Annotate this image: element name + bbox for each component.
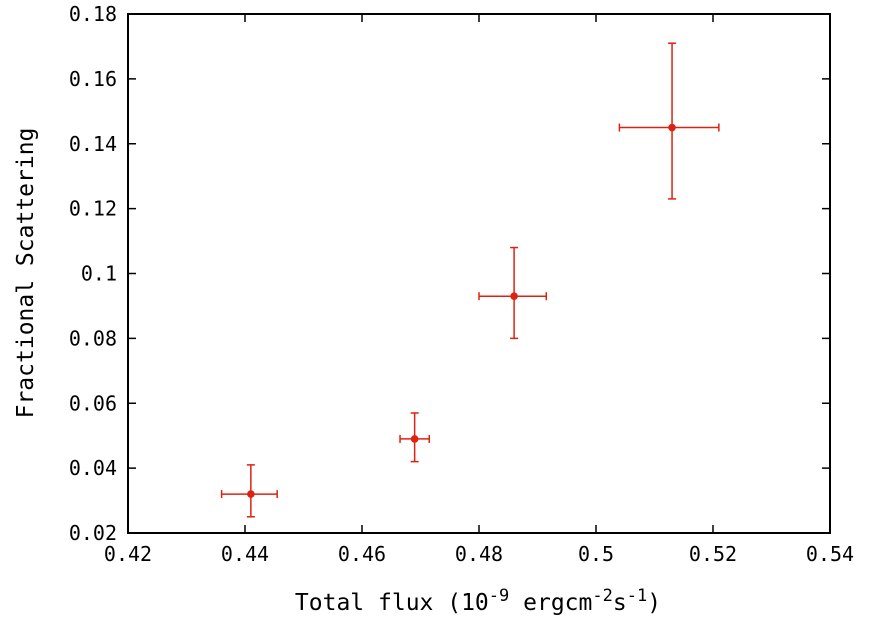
y-tick-labels: 0.02 0.04 0.06 0.08 0.1 0.12 0.14 0.16 0.18 [69,2,117,545]
x-tick-label: 0.52 [689,542,737,566]
plot-frame [127,13,831,534]
x-tick-label: 0.42 [104,542,152,566]
data-point [618,42,720,200]
y-tick-label: 0.02 [69,521,117,545]
data-point-marker [510,292,518,301]
data-point-marker [247,490,255,498]
y-tick-label: 0.08 [69,326,117,350]
x-tick-labels: 0.42 0.44 0.46 0.48 0.5 0.52 0.54 [104,542,854,566]
y-tick-label: 0.1 [81,262,117,286]
y-axis-label: Fractional Scattering [13,128,39,419]
axis-ticks [127,13,831,534]
data-point [399,412,431,463]
y-tick-label: 0.04 [69,456,117,480]
data-point [478,246,548,340]
x-tick-label: 0.5 [578,542,614,566]
x-axis-label: Total flux (10-9 ergcm-2s-1) [295,586,661,616]
x-tick-label: 0.48 [455,542,503,566]
x-tick-label: 0.44 [221,542,269,566]
y-tick-label: 0.12 [69,197,117,221]
x-tick-label: 0.54 [806,542,854,566]
data-point-marker [410,435,419,443]
y-tick-label: 0.06 [69,391,117,415]
y-tick-label: 0.18 [69,2,117,26]
y-tick-label: 0.16 [69,67,117,91]
x-tick-label: 0.46 [338,542,386,566]
y-tick-label: 0.14 [69,132,117,156]
data-point [220,464,278,518]
data-point-marker [668,123,676,132]
data-points [220,42,720,518]
